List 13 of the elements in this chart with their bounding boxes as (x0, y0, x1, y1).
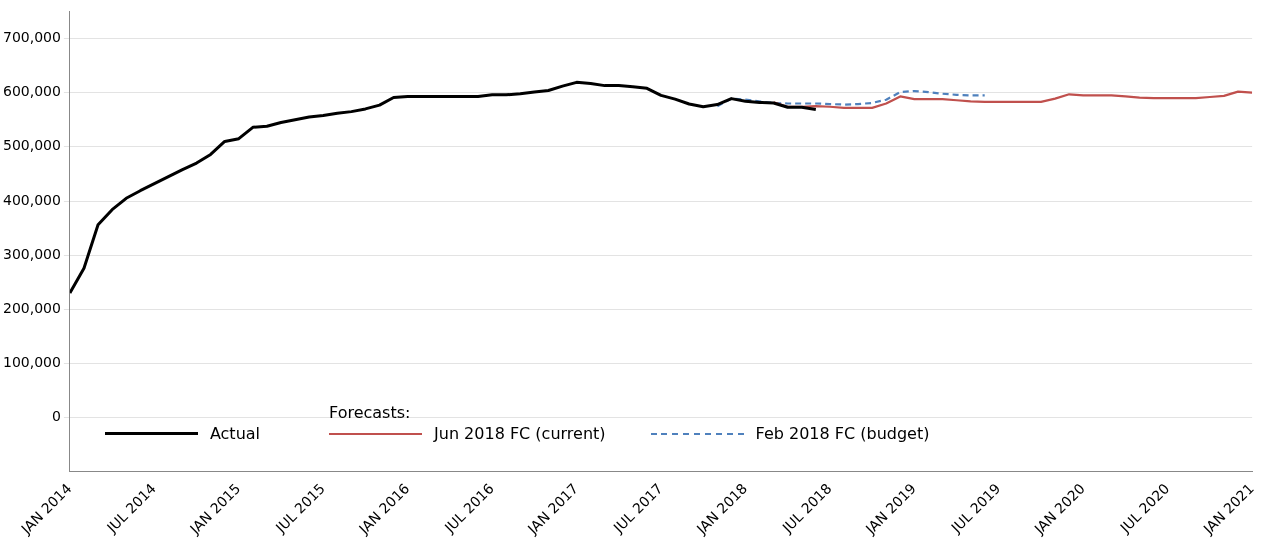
y-tick-label: 200,000 (2, 299, 61, 316)
y-tick-label: 700,000 (2, 29, 61, 46)
line-series (716, 89, 986, 108)
y-tick-label: 100,000 (2, 354, 61, 371)
legend-label: Actual (209, 424, 261, 444)
y-tick-label: 300,000 (2, 245, 61, 262)
legend-label: Jun 2018 FC (current) (434, 424, 606, 444)
y-tick-label: 600,000 (2, 83, 61, 100)
legend-label: Feb 2018 FC (budget) (755, 424, 930, 444)
y-tick-label: 400,000 (2, 191, 61, 208)
y-tick-label: 500,000 (2, 137, 61, 154)
legend-title: Forecasts: (329, 402, 411, 422)
y-tick-label: 0 (51, 408, 61, 425)
